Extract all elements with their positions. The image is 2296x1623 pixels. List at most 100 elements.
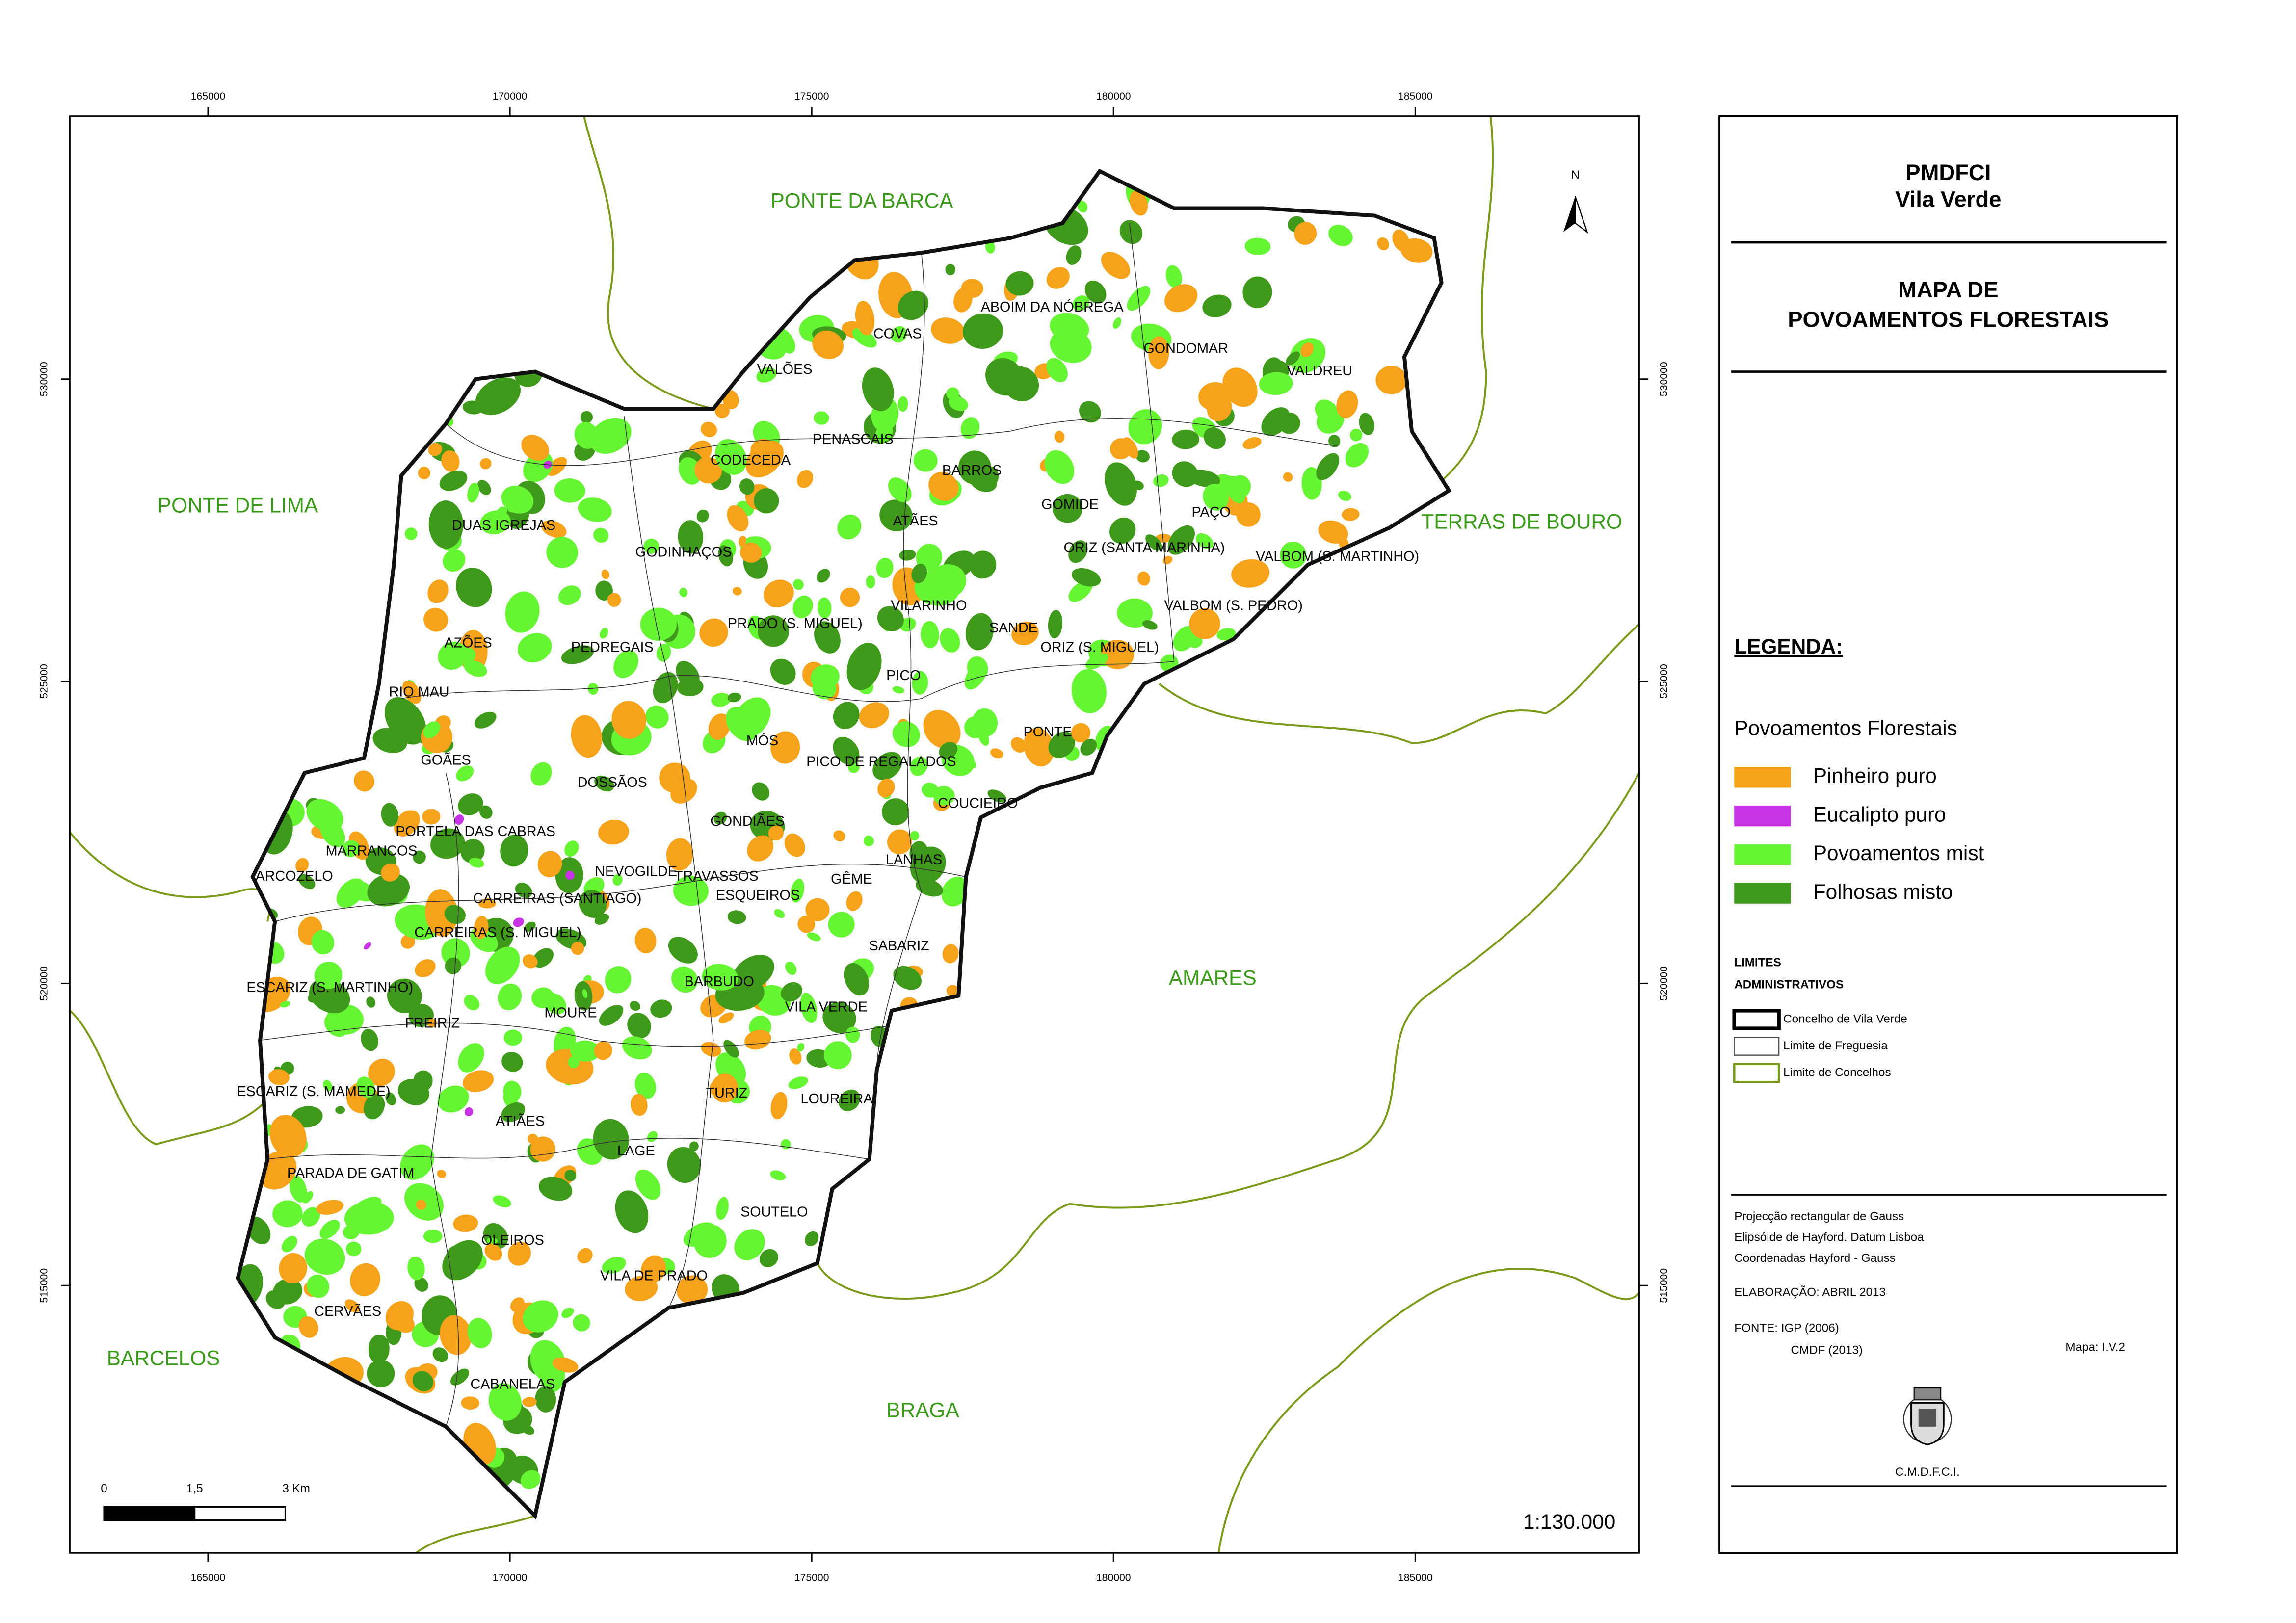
forest-patch [1377, 237, 1389, 251]
forest-patch [962, 313, 1003, 349]
forest-patch [272, 1278, 303, 1305]
forest-patch [897, 396, 908, 412]
forest-patch [437, 1085, 469, 1113]
legend-label: Pinheiro puro [1813, 764, 1937, 787]
forest-patch [1359, 413, 1375, 435]
forest-patch [306, 799, 343, 832]
forest-patch [923, 710, 961, 749]
forest-patch [945, 264, 956, 276]
forest-patch [298, 874, 316, 890]
forest-patch [844, 963, 869, 996]
parish-label: VILA VERDE [785, 999, 868, 1015]
parish-label: AZÕES [444, 634, 492, 651]
forest-patch [1189, 608, 1220, 639]
forest-patch [747, 835, 774, 862]
forest-patch [598, 819, 629, 845]
forest-patch [577, 1248, 593, 1264]
forest-patch [961, 279, 983, 298]
parish-label: GOÃES [421, 752, 471, 768]
forest-patch [432, 1347, 449, 1362]
forest-patch [946, 387, 959, 400]
forest-patch [611, 701, 646, 739]
forest-patch [561, 645, 594, 664]
forest-patch [1173, 626, 1197, 652]
forest-patch [535, 1386, 556, 1413]
forest-patch [1105, 462, 1137, 506]
forest-patch [1077, 201, 1088, 213]
forest-patch [308, 992, 321, 1003]
north-arrow [1563, 196, 1588, 234]
forest-patch [501, 1051, 523, 1072]
forest-patch [510, 1297, 525, 1312]
forest-patch [711, 1073, 738, 1103]
forest-patch [450, 1368, 470, 1386]
forest-patch [733, 587, 742, 596]
forest-patch [559, 1370, 565, 1382]
forest-patch [537, 851, 562, 878]
parish-label: CARREIRAS (SANTIAGO) [473, 890, 642, 906]
forest-patch [882, 798, 909, 826]
x-tick-label: 175000 [794, 91, 829, 102]
forest-patch [381, 863, 400, 882]
forest-patch [833, 830, 845, 841]
forest-patch [467, 1318, 492, 1348]
neighbor-label: BARCELOS [107, 1347, 220, 1370]
parish-label: TRAVASSOS [674, 868, 759, 884]
forest-patch [368, 1334, 390, 1364]
forest-patch [364, 942, 371, 950]
limit-label: Limite de Concelhos [1783, 1066, 1891, 1079]
forest-patch [1172, 461, 1198, 487]
forest-patch [910, 831, 920, 841]
forest-patch [960, 417, 980, 439]
forest-patch [593, 527, 609, 543]
limit-label: Limite de Freguesia [1783, 1039, 1888, 1052]
parish-label: SOUTELO [740, 1204, 808, 1220]
forest-patch [475, 377, 521, 415]
forest-patch [1084, 280, 1107, 304]
y-tick-label: 530000 [1658, 362, 1669, 396]
forest-patch [797, 916, 815, 933]
forest-patch [404, 527, 418, 540]
forest-patch [479, 805, 493, 819]
forest-patch [307, 1274, 329, 1298]
forest-patch [423, 608, 448, 632]
forest-patch [1071, 723, 1091, 743]
forest-patch [1222, 367, 1258, 407]
forest-patch [744, 1030, 771, 1050]
forest-patch [530, 762, 552, 786]
forest-patch [781, 982, 803, 1002]
forest-patch [513, 917, 524, 927]
forest-patch [726, 707, 758, 741]
forest-patch [912, 671, 928, 695]
forest-patch [1300, 342, 1314, 357]
forest-patch [915, 878, 944, 897]
forest-patch [361, 1028, 378, 1051]
forest-patch [454, 814, 464, 825]
forest-patch [394, 810, 420, 837]
forest-patch [805, 898, 830, 921]
forest-patch [1128, 409, 1162, 445]
x-tick-label: 180000 [1096, 91, 1131, 102]
forest-patch [1142, 620, 1158, 630]
forest-patch [1137, 571, 1150, 586]
forest-patch [1316, 453, 1340, 480]
forest-patch [1280, 541, 1307, 569]
parish-label: GODINHAÇOS [635, 545, 732, 560]
forest-patch [1123, 437, 1138, 459]
forest-patch [599, 1005, 624, 1026]
forest-patch [477, 480, 491, 495]
forest-patch [456, 765, 474, 782]
forest-patch [474, 711, 497, 729]
forest-patch [573, 1314, 590, 1332]
forest-patch [480, 510, 511, 534]
forest-patch [727, 505, 749, 532]
y-tick-label: 515000 [1658, 1268, 1669, 1303]
forest-patch [565, 871, 575, 880]
forest-patch [647, 1131, 658, 1142]
parish-label: PICO [886, 668, 921, 683]
forest-patch [1336, 390, 1358, 419]
forest-patch [323, 1080, 333, 1092]
forest-patch [987, 789, 1007, 803]
forest-patch [602, 1257, 626, 1274]
forest-patch [381, 803, 399, 827]
